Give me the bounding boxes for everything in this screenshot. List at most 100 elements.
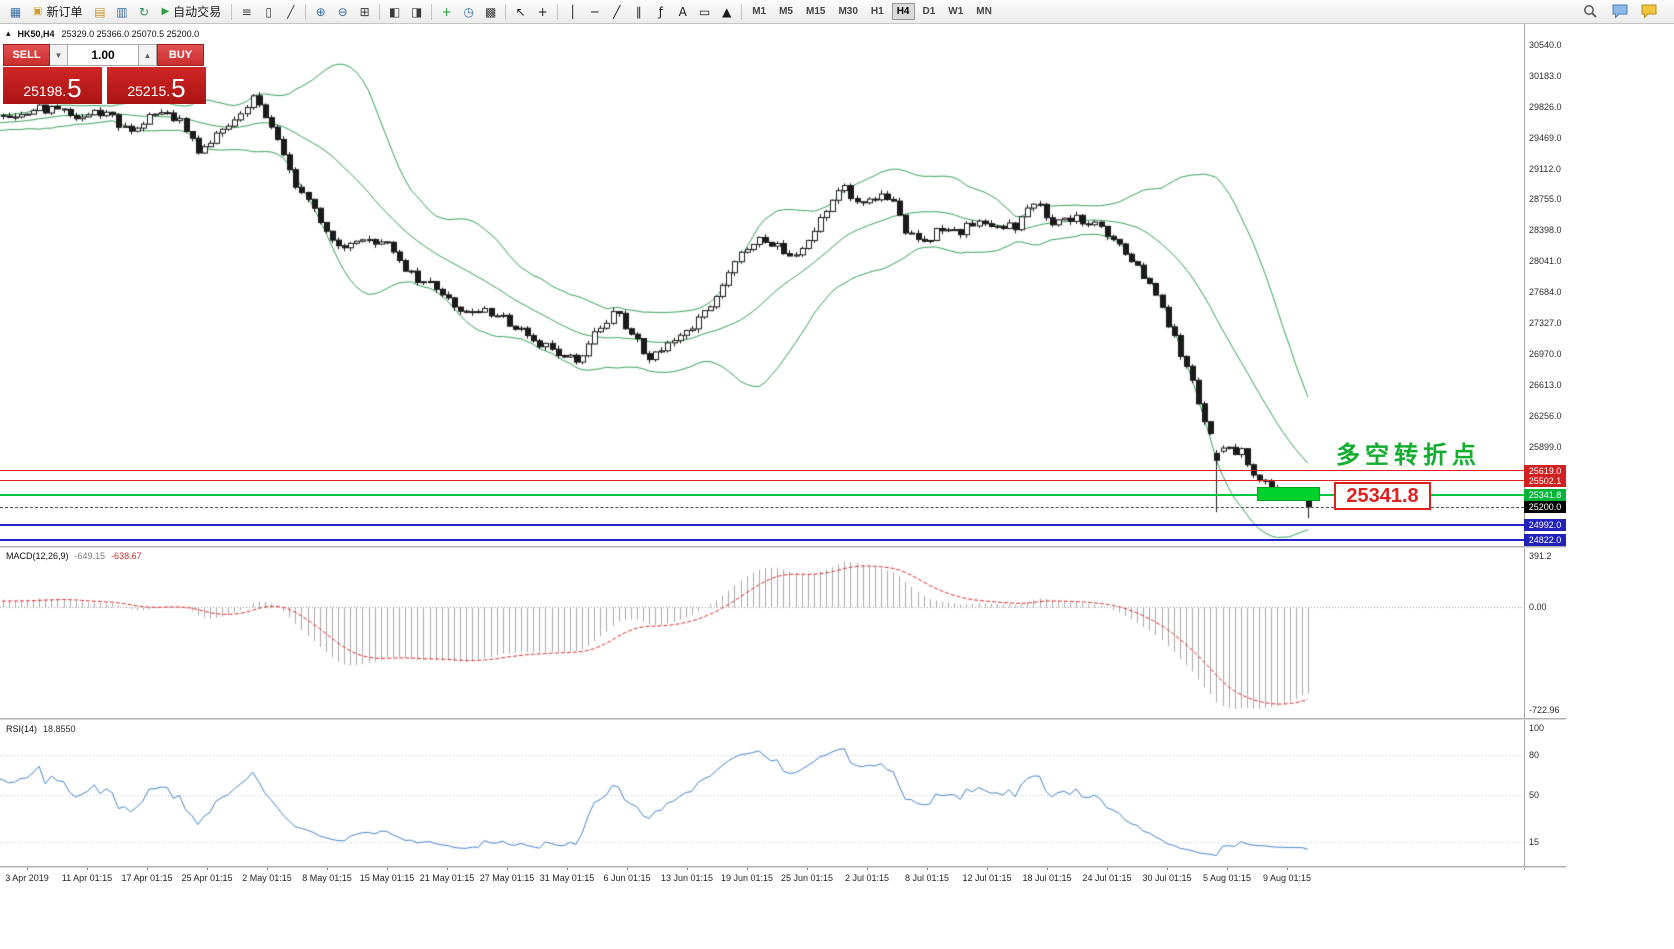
timeframe-m30[interactable]: M30 xyxy=(838,6,858,17)
line-chart-icon[interactable]: ╱ xyxy=(287,4,295,19)
timeframe-mn[interactable]: MN xyxy=(976,6,992,17)
cursor-icon[interactable]: ↖ xyxy=(515,4,526,19)
panel-separator[interactable] xyxy=(0,718,1566,720)
timeframe-m5[interactable]: M5 xyxy=(779,6,793,17)
timeframe-h4[interactable]: H4 xyxy=(891,3,915,20)
horizontal-line-icon[interactable]: ─ xyxy=(591,4,599,19)
time-axis-tick xyxy=(1047,866,1048,870)
toolbar-separator xyxy=(231,3,233,20)
new-order-icon: ▣ xyxy=(33,6,43,17)
time-axis-label: 13 Jun 01:15 xyxy=(660,873,714,883)
new-order-button[interactable]: ▣ 新订单 xyxy=(27,2,88,22)
new-chart-icon[interactable]: ▦ xyxy=(9,4,22,19)
timeframe-d1[interactable]: D1 xyxy=(922,6,936,17)
volume-decrease-button[interactable]: ▼ xyxy=(50,44,68,66)
highlight-rectangle-object[interactable] xyxy=(1257,487,1320,501)
vertical-line-icon[interactable]: │ xyxy=(569,4,577,19)
chart-ohlc-values: 25329.0 25366.0 25070.5 25200.0 xyxy=(61,28,200,39)
price-tag: 24822.0 xyxy=(1524,533,1566,546)
price-level-line-24992.0[interactable] xyxy=(0,523,1524,526)
buy-button[interactable]: BUY xyxy=(157,44,204,66)
rsi-axis-label: 15 xyxy=(1529,836,1540,847)
turning-point-annotation[interactable]: 多空转折点 xyxy=(1336,441,1481,469)
sell-price[interactable]: 25198. 5 xyxy=(3,67,102,104)
profiles-icon[interactable]: ▤ xyxy=(94,4,106,19)
time-axis-tick xyxy=(927,866,928,870)
sell-button[interactable]: SELL xyxy=(3,44,50,66)
channel-icon[interactable]: ∥ xyxy=(635,4,642,19)
time-axis-tick xyxy=(567,866,568,870)
time-axis-label: 17 Apr 01:15 xyxy=(121,873,173,883)
toolbar-separator xyxy=(505,3,507,20)
chat-icon[interactable] xyxy=(1609,2,1630,22)
time-axis-tick xyxy=(1107,866,1108,870)
search-icon[interactable] xyxy=(1580,2,1601,22)
timeframe-w1[interactable]: W1 xyxy=(948,6,964,17)
price-axis-label: 29112.0 xyxy=(1529,163,1561,174)
zoom-out-icon[interactable]: ⊖ xyxy=(337,4,348,19)
crosshair-icon[interactable]: + xyxy=(537,4,548,19)
time-axis-label: 8 Jul 01:15 xyxy=(904,873,950,883)
label-icon[interactable]: ▭ xyxy=(699,4,711,19)
time-axis-label: 5 Aug 01:15 xyxy=(1202,873,1252,883)
zoom-in-icon[interactable]: ⊕ xyxy=(315,4,326,19)
price-level-line-25341.8[interactable] xyxy=(0,493,1524,496)
price-axis-label: 28398.0 xyxy=(1529,225,1562,236)
toolbar-separator xyxy=(741,3,743,20)
rsi-value: 18.8550 xyxy=(43,724,76,734)
price-level-line-24822.0[interactable] xyxy=(0,538,1524,541)
tile-windows-icon[interactable]: ◧ xyxy=(389,4,401,19)
toolbar-separator xyxy=(557,3,559,20)
rsi-axis-label: 50 xyxy=(1529,790,1540,800)
trendline-icon[interactable]: ╱ xyxy=(613,4,621,19)
market-watch-icon[interactable]: ▥ xyxy=(116,4,128,19)
community-icon[interactable] xyxy=(1638,2,1659,22)
timeframe-m15[interactable]: M15 xyxy=(806,6,826,17)
price-level-line-25619.0[interactable] xyxy=(0,470,1524,472)
text-icon[interactable]: A xyxy=(678,4,687,19)
price-tag: 24992.0 xyxy=(1524,518,1566,531)
one-click-collapse-arrow[interactable]: ▴ xyxy=(6,28,11,38)
periods-icon[interactable]: ◷ xyxy=(463,4,474,19)
cascade-windows-icon[interactable]: ◨ xyxy=(411,4,423,19)
price-tag: 25619.0 xyxy=(1524,464,1566,477)
price-axis-label: 25899.0 xyxy=(1529,441,1562,452)
price-level-line-25502.1[interactable] xyxy=(0,480,1524,482)
time-axis-label: 8 May 01:15 xyxy=(302,873,352,883)
time-axis-label: 9 Aug 01:15 xyxy=(1262,873,1312,883)
rsi-indicator-label: RSI(14) 18.8550 xyxy=(6,724,76,734)
buy-price[interactable]: 25215. 5 xyxy=(107,67,206,104)
macd-indicator-canvas[interactable] xyxy=(0,548,1524,719)
time-axis-tick xyxy=(1167,866,1168,870)
sell-price-main: 25198. xyxy=(23,83,67,99)
timeframe-h1[interactable]: H1 xyxy=(870,6,884,17)
price-tag: 25200.0 xyxy=(1524,501,1566,513)
toolbar-separator xyxy=(431,3,433,20)
panel-separator[interactable] xyxy=(0,546,1566,548)
price-callout-label[interactable]: 25341.8 xyxy=(1334,482,1431,510)
buy-price-main: 25215. xyxy=(127,83,171,99)
price-level-line-25200.0[interactable] xyxy=(0,506,1524,508)
refresh-icon[interactable]: ↻ xyxy=(138,4,149,19)
time-axis-label: 3 Apr 2019 xyxy=(5,873,49,883)
shapes-icon[interactable]: ▲ xyxy=(722,4,732,19)
indicators-icon[interactable]: + xyxy=(441,4,452,19)
rsi-indicator-canvas[interactable] xyxy=(0,721,1524,866)
time-axis-tick xyxy=(687,866,688,870)
price-chart-canvas[interactable] xyxy=(0,24,1524,547)
fibonacci-icon[interactable]: ƒ xyxy=(658,4,663,19)
volume-input[interactable] xyxy=(68,44,139,66)
time-axis-label: 12 Jul 01:15 xyxy=(962,873,1012,883)
time-axis-tick xyxy=(447,866,448,870)
bar-chart-icon[interactable]: ≡ xyxy=(241,4,252,19)
time-axis-tick xyxy=(867,866,868,870)
time-axis-label: 25 Apr 01:15 xyxy=(181,873,233,883)
volume-increase-button[interactable]: ▲ xyxy=(139,44,157,66)
auto-trading-button[interactable]: ▶ 自动交易 xyxy=(155,2,227,22)
grid-icon[interactable]: ⊞ xyxy=(359,4,370,19)
rsi-name: RSI(14) xyxy=(6,724,38,734)
templates-icon[interactable]: ▩ xyxy=(485,4,497,19)
buy-price-big-digit: 5 xyxy=(171,73,186,103)
candlestick-chart-icon[interactable]: ▯ xyxy=(265,4,272,19)
timeframe-m1[interactable]: M1 xyxy=(752,6,767,17)
